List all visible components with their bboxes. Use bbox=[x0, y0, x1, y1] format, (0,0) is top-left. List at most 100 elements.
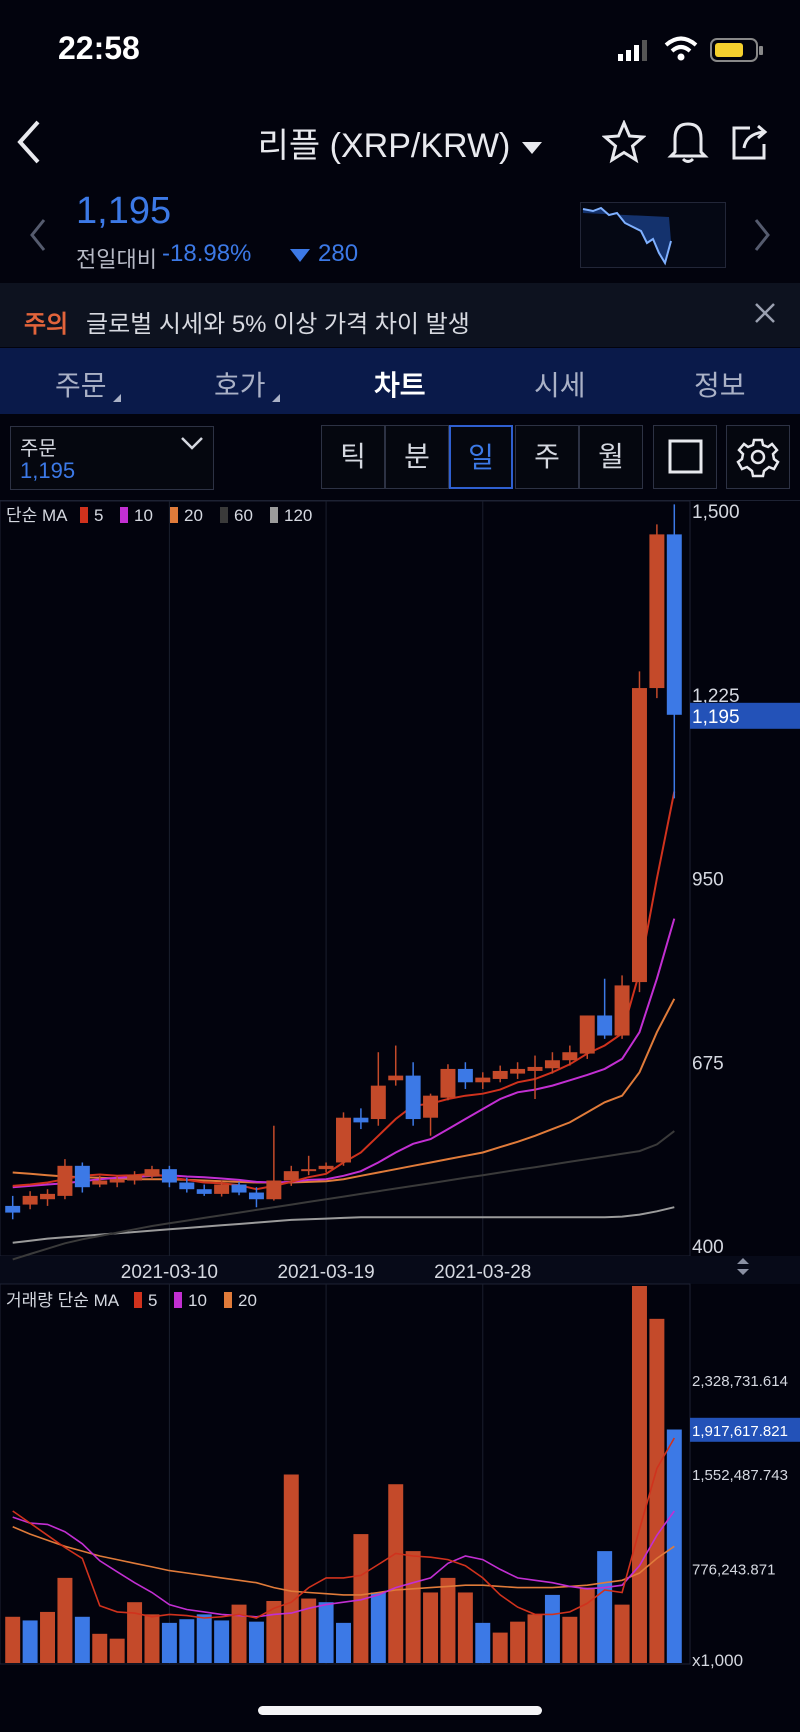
tab-chart[interactable]: 차트 bbox=[374, 370, 426, 401]
chart-settings-button[interactable] bbox=[726, 425, 790, 489]
candle bbox=[127, 1175, 143, 1181]
market-title[interactable]: 리플 (XRP/KRW) bbox=[0, 118, 800, 167]
legend-swatch bbox=[220, 507, 228, 523]
volume-bar bbox=[179, 1619, 195, 1663]
volume-bar bbox=[544, 1594, 560, 1663]
candle bbox=[196, 1189, 212, 1194]
wifi-icon bbox=[664, 36, 698, 61]
warning-banner bbox=[0, 283, 800, 347]
order-select-label: 주문 bbox=[20, 438, 57, 460]
volume-bar bbox=[22, 1620, 38, 1663]
volume-bar bbox=[74, 1616, 90, 1663]
date-tick-label: 2021-03-10 bbox=[121, 1262, 218, 1283]
price-legend-title: 단순 MA bbox=[6, 506, 68, 525]
candle bbox=[440, 1068, 456, 1098]
volume-axis-label: 776,243.871 bbox=[692, 1562, 775, 1579]
current-volume-label: 1,917,617.821 bbox=[692, 1423, 788, 1440]
candle bbox=[405, 1075, 421, 1120]
menu-indicator-icon bbox=[112, 394, 121, 402]
volume-bar bbox=[527, 1614, 543, 1663]
volume-bar bbox=[214, 1620, 230, 1663]
ma20-line bbox=[12, 998, 676, 1184]
bell-icon[interactable] bbox=[666, 118, 710, 164]
candle bbox=[40, 1193, 56, 1200]
interval-week[interactable]: 주 bbox=[515, 425, 579, 489]
candle bbox=[597, 1015, 613, 1036]
candle bbox=[22, 1195, 38, 1205]
next-market-icon[interactable] bbox=[752, 218, 772, 252]
interval-month[interactable]: 월 bbox=[579, 425, 643, 489]
ma10-line bbox=[12, 918, 676, 1189]
candle bbox=[266, 1180, 282, 1200]
gear-icon bbox=[736, 438, 780, 478]
volume-axis-label: 2,328,731.614 bbox=[692, 1373, 788, 1390]
legend-label: 20 bbox=[238, 1291, 257, 1310]
candle bbox=[161, 1169, 177, 1183]
close-icon[interactable] bbox=[754, 302, 776, 324]
order-select[interactable] bbox=[10, 426, 214, 490]
volume-bar bbox=[562, 1616, 578, 1663]
legend-label: 120 bbox=[284, 506, 312, 525]
tab-quotes[interactable]: 시세 bbox=[534, 370, 586, 401]
current-price: 1,195 bbox=[76, 190, 172, 232]
legend-label: 10 bbox=[134, 506, 153, 525]
ma120-line bbox=[12, 1206, 675, 1244]
prev-market-icon[interactable] bbox=[28, 218, 48, 252]
legend-swatch bbox=[224, 1292, 232, 1308]
volume-legend-title: 거래량 단순 MA bbox=[6, 1291, 120, 1310]
legend-swatch bbox=[120, 507, 128, 523]
order-select-value: 1,195 bbox=[20, 458, 76, 483]
status-time: 22:58 bbox=[58, 30, 140, 66]
candle bbox=[336, 1117, 351, 1163]
candle bbox=[353, 1117, 369, 1123]
tab-info[interactable]: 정보 bbox=[694, 370, 746, 401]
volume-bar bbox=[40, 1611, 56, 1663]
cellular-signal-icon bbox=[618, 40, 647, 61]
volume-bar bbox=[161, 1622, 177, 1663]
interval-minute[interactable]: 분 bbox=[385, 425, 449, 489]
chart-area[interactable]: 2021-03-10 2021-03-19 2021-03-28 1,500 1,225… bbox=[0, 500, 800, 1681]
tab-orderbook[interactable]: 호가 bbox=[214, 364, 280, 404]
tab-order[interactable]: 주문 bbox=[55, 364, 121, 404]
share-icon[interactable] bbox=[728, 120, 772, 164]
star-icon[interactable] bbox=[602, 120, 646, 164]
fullscreen-button[interactable] bbox=[653, 425, 717, 489]
candle bbox=[301, 1169, 317, 1172]
volume-bar bbox=[336, 1622, 351, 1663]
candle bbox=[666, 534, 682, 715]
volume-bar bbox=[597, 1551, 613, 1663]
candle bbox=[283, 1171, 299, 1181]
volume-bar bbox=[405, 1551, 421, 1663]
legend-swatch bbox=[174, 1292, 182, 1308]
candle bbox=[109, 1179, 125, 1183]
price-axis-label: 1,225 bbox=[692, 686, 740, 707]
back-arrow-icon[interactable] bbox=[14, 118, 44, 166]
candle bbox=[179, 1182, 195, 1190]
volume-bar bbox=[492, 1632, 508, 1663]
candle bbox=[475, 1077, 491, 1083]
volume-bar bbox=[510, 1621, 526, 1663]
legend-swatch bbox=[270, 507, 278, 523]
date-tick-label: 2021-03-28 bbox=[434, 1262, 531, 1283]
candle bbox=[562, 1052, 578, 1061]
warning-tag: 주의 bbox=[24, 311, 69, 338]
volume-bar bbox=[370, 1592, 386, 1663]
chart-canvas: 2021-03-10 2021-03-19 2021-03-28 1,500 1,225… bbox=[0, 500, 800, 1670]
price-axis-label: 675 bbox=[692, 1053, 724, 1074]
volume-bar bbox=[666, 1429, 682, 1663]
volume-bar bbox=[457, 1592, 473, 1663]
volume-ma5-line bbox=[12, 1437, 675, 1619]
volume-bar bbox=[57, 1577, 73, 1663]
change-label: 전일대비 bbox=[76, 247, 157, 272]
volume-bar bbox=[127, 1602, 143, 1663]
price-axis-label: 1,500 bbox=[692, 502, 740, 523]
volume-bar bbox=[92, 1633, 108, 1663]
date-axis-band bbox=[0, 1256, 800, 1284]
interval-day[interactable]: 일 bbox=[449, 425, 513, 489]
volume-bar bbox=[283, 1474, 299, 1663]
candle bbox=[370, 1085, 386, 1120]
legend-label: 20 bbox=[184, 506, 203, 525]
current-volume-badge bbox=[690, 1417, 800, 1442]
interval-tick[interactable]: 틱 bbox=[321, 425, 385, 489]
volume-bar bbox=[266, 1600, 282, 1663]
